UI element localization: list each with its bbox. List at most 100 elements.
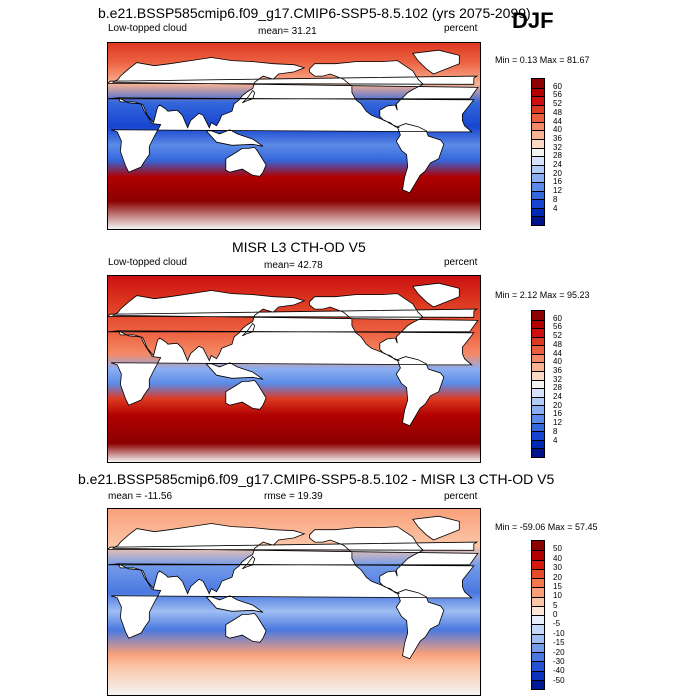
colorbar-tick-label: -10 [553, 628, 565, 638]
colorbar-tick-label: 5 [553, 600, 558, 610]
colorbar-tick-label: 12 [553, 418, 562, 428]
colorbar-tick-label: -5 [553, 619, 561, 629]
colorbar-tick-label: 32 [553, 374, 562, 384]
panel-1-colorbar [531, 78, 545, 226]
colorbar-tick-label: 40 [553, 125, 562, 135]
colorbar-tick-label: 20 [553, 572, 562, 582]
colorbar-swatch [532, 578, 544, 588]
colorbar-swatch [532, 362, 544, 372]
colorbar-swatch [532, 568, 544, 578]
colorbar-tick-label: 24 [553, 392, 562, 402]
colorbar-swatch [532, 104, 544, 114]
colorbar-swatch [532, 79, 544, 88]
colorbar-tick-label: 4 [553, 435, 558, 445]
colorbar-tick-label: 30 [553, 563, 562, 573]
colorbar-swatch [532, 388, 544, 397]
colorbar-swatch [532, 319, 544, 329]
colorbar-tick-label: 20 [553, 168, 562, 178]
panel-2-map-svg [108, 276, 480, 462]
colorbar-swatch [532, 679, 544, 689]
colorbar-swatch [532, 345, 544, 354]
colorbar-swatch [532, 633, 544, 643]
panel-1-left-label: Low-topped cloud [108, 23, 187, 34]
colorbar-swatch [532, 624, 544, 634]
colorbar-tick-label: 52 [553, 99, 562, 109]
colorbar-swatch [532, 121, 544, 131]
season-label: DJF [512, 8, 554, 33]
colorbar-swatch [532, 550, 544, 560]
colorbar-swatch [532, 164, 544, 174]
colorbar-swatch [532, 207, 544, 217]
colorbar-swatch [532, 596, 544, 606]
colorbar-swatch [532, 642, 544, 652]
colorbar-swatch [532, 541, 544, 551]
colorbar-tick-label: 28 [553, 383, 562, 393]
panel-1-minmax: Min = 0.13 Max = 81.67 [495, 55, 590, 65]
colorbar-swatch [532, 379, 544, 389]
colorbar-swatch [532, 96, 544, 105]
panel-2-left-label: Low-topped cloud [108, 257, 187, 268]
continent-outline [108, 49, 479, 194]
panel-3-minmax: Min = -59.06 Max = 57.45 [495, 522, 598, 532]
colorbar-tick-label: 48 [553, 107, 562, 117]
panel-1-mean-label: mean= 31.21 [258, 26, 317, 37]
colorbar-swatch [532, 422, 544, 432]
colorbar-swatch [532, 371, 544, 380]
colorbar-swatch [532, 311, 544, 320]
colorbar-swatch [532, 652, 544, 662]
colorbar-tick-label: 50 [553, 544, 562, 554]
colorbar-swatch [532, 615, 544, 625]
panel-1-map-svg [108, 43, 480, 229]
panel-2-units-label: percent [444, 257, 478, 268]
colorbar-tick-label: -30 [553, 656, 565, 666]
colorbar-tick-label: 52 [553, 331, 562, 341]
panel-1-map [107, 42, 481, 230]
panel-3-map-svg [108, 509, 480, 695]
colorbar-tick-label: -50 [553, 675, 565, 685]
panel-2-mean-label: mean= 42.78 [264, 260, 323, 271]
colorbar-swatch [532, 139, 544, 148]
colorbar-swatch [532, 353, 544, 363]
colorbar-swatch [532, 670, 544, 680]
colorbar-tick-label: 60 [553, 313, 562, 323]
colorbar-swatch [532, 147, 544, 157]
colorbar-tick-label: 36 [553, 133, 562, 143]
colorbar-swatch [532, 336, 544, 346]
colorbar-tick-label: 36 [553, 365, 562, 375]
colorbar-swatch [532, 448, 544, 457]
colorbar-swatch [532, 413, 544, 423]
panel-3-title: b.e21.BSSP585cmip6.f09_g17.CMIP6-SSP5-8.… [78, 471, 555, 487]
colorbar-tick-label: 20 [553, 400, 562, 410]
colorbar-tick-label: 60 [553, 81, 562, 91]
colorbar-swatch [532, 87, 544, 97]
colorbar-swatch [532, 587, 544, 597]
colorbar-tick-label: 44 [553, 116, 562, 126]
colorbar-tick-label: 12 [553, 186, 562, 196]
colorbar-swatch [532, 130, 544, 140]
colorbar-swatch [532, 181, 544, 191]
colorbar-tick-label: -40 [553, 666, 565, 676]
colorbar-tick-label: 56 [553, 322, 562, 332]
colorbar-swatch [532, 405, 544, 414]
colorbar-tick-label: 16 [553, 177, 562, 187]
colorbar-tick-label: 48 [553, 339, 562, 349]
panel-1-title: b.e21.BSSP585cmip6.f09_g17.CMIP6-SSP5-8.… [98, 5, 531, 21]
colorbar-swatch [532, 328, 544, 337]
panel-2-map [107, 275, 481, 463]
continent-outline [108, 515, 479, 660]
colorbar-swatch [532, 199, 544, 208]
colorbar-tick-label: 40 [553, 553, 562, 563]
panel-3-units-label: percent [444, 491, 478, 502]
colorbar-tick-label: 56 [553, 90, 562, 100]
colorbar-tick-label: 10 [553, 591, 562, 601]
colorbar-swatch [532, 173, 544, 182]
colorbar-swatch [532, 439, 544, 449]
colorbar-tick-label: 8 [553, 426, 558, 436]
colorbar-tick-label: 8 [553, 194, 558, 204]
colorbar-swatch [532, 431, 544, 440]
panel-3-colorbar [531, 540, 545, 690]
colorbar-tick-label: 32 [553, 142, 562, 152]
colorbar-tick-label: 0 [553, 610, 558, 619]
panel-2-minmax: Min = 2.12 Max = 95.23 [495, 290, 590, 300]
panel-2-title: MISR L3 CTH-OD V5 [232, 239, 366, 255]
